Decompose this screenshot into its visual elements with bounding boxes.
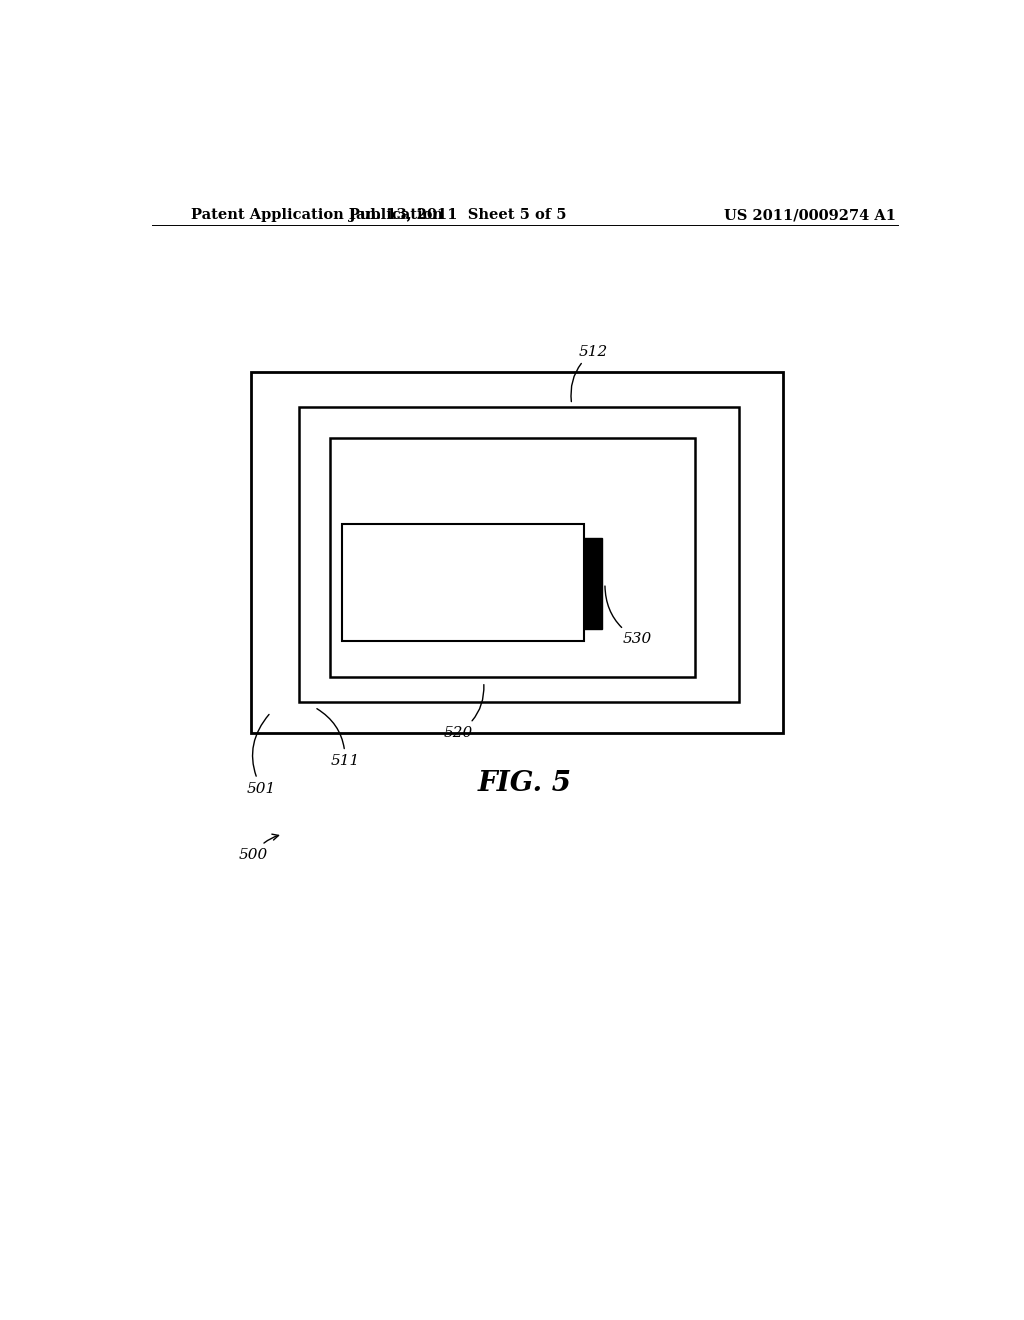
- Text: Jan. 13, 2011  Sheet 5 of 5: Jan. 13, 2011 Sheet 5 of 5: [348, 209, 566, 222]
- Text: 520: 520: [443, 685, 484, 739]
- Bar: [342, 524, 585, 642]
- Text: 501: 501: [247, 714, 276, 796]
- Bar: [251, 372, 782, 733]
- Bar: [331, 438, 695, 677]
- Text: Patent Application Publication: Patent Application Publication: [191, 209, 443, 222]
- Bar: [299, 408, 739, 702]
- Text: US 2011/0009274 A1: US 2011/0009274 A1: [725, 209, 896, 222]
- Text: 530: 530: [605, 586, 652, 647]
- Text: 500: 500: [239, 834, 279, 862]
- Bar: [585, 537, 602, 630]
- Text: FIG. 5: FIG. 5: [478, 770, 571, 797]
- Text: 511: 511: [316, 709, 359, 768]
- Text: 512: 512: [571, 345, 608, 401]
